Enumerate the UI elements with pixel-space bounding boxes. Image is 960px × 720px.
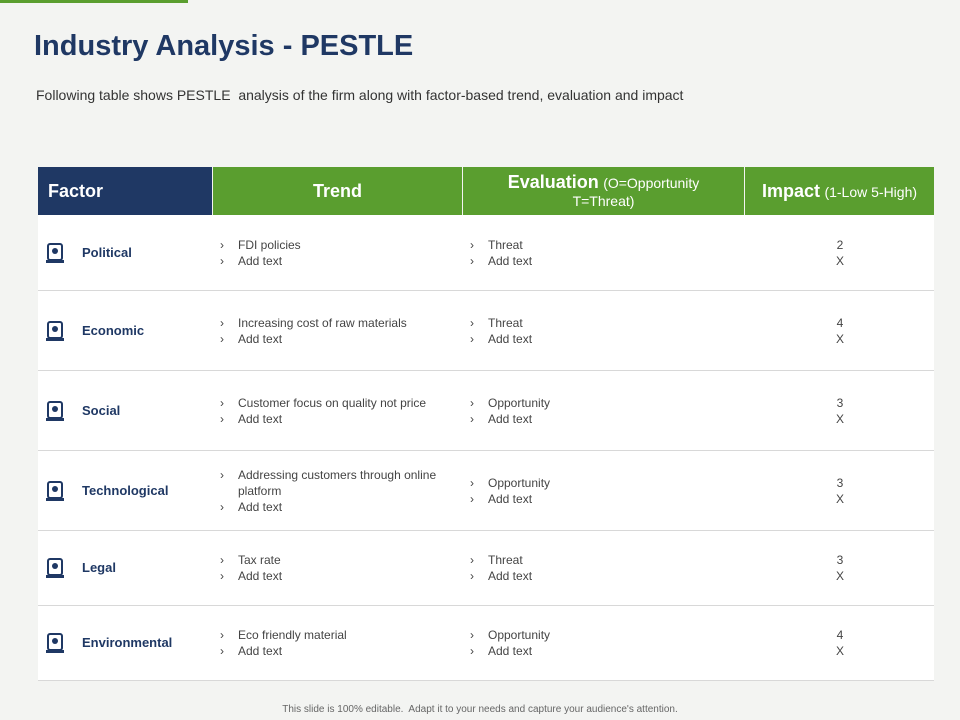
trend-item: Add text [218, 568, 450, 584]
trend-item: Add text [218, 253, 450, 269]
trend-item: FDI policies [218, 237, 450, 253]
trend-item: Add text [218, 499, 450, 515]
factor-icon [46, 242, 64, 263]
evaluation-item: Opportunity [468, 395, 700, 411]
table-row: Economic Increasing cost of raw materials… [38, 291, 934, 371]
impact-item: 3 [836, 395, 844, 410]
header-cell: Factor [38, 167, 212, 215]
trend-cell: Addressing customers through online plat… [218, 451, 468, 530]
factor-cell: Social [38, 371, 212, 450]
evaluation-cell: ThreatAdd text [468, 531, 748, 605]
evaluation-cell: OpportunityAdd text [468, 451, 748, 530]
factor-name: Environmental [82, 635, 173, 650]
header-name: Impact [761, 180, 820, 201]
factor-name: Legal [82, 560, 116, 575]
trend-item: Increasing cost of raw materials [218, 315, 450, 331]
trend-item: Add text [218, 411, 450, 427]
header-cell: Impact (1-Low 5-High) [745, 167, 934, 215]
evaluation-item: Threat [468, 552, 700, 568]
table-row: PoliticalFDI policiesAdd textThreatAdd t… [38, 215, 934, 291]
factor-icon [46, 480, 64, 501]
factor-cell: Technological [38, 451, 212, 530]
evaluation-item: Opportunity [468, 627, 700, 643]
impact-item: X [835, 569, 844, 583]
header-text: Factor [48, 181, 103, 202]
factor-name: Political [82, 244, 132, 260]
header-note: (1-Low 5-High) [824, 183, 918, 200]
header-name: Evaluation [507, 171, 599, 192]
factor-icon [46, 400, 64, 421]
evaluation-cell: OpportunityAdd text [468, 371, 748, 450]
impact-item: X [835, 253, 844, 268]
impact-item: X [835, 411, 844, 426]
title: Industry Analysis - PESTLE [34, 30, 414, 62]
evaluation-item: Threat [468, 237, 700, 253]
accent-bar [0, 0, 188, 3]
trend-cell: Customer focus on quality not priceAdd t… [218, 371, 468, 450]
trend-item: Addressing customers through online plat… [218, 467, 450, 499]
evaluation-item: Add text [468, 491, 700, 507]
factor-name: Economic [82, 322, 145, 338]
trend-cell: FDI policiesAdd text [218, 215, 468, 290]
factor-cell: Political [38, 215, 212, 290]
subtitle: Following table shows PESTLE analysis of… [36, 87, 684, 103]
factor-icon [46, 558, 64, 578]
factor-icon [46, 633, 64, 653]
trend-item: Customer focus on quality not price [218, 395, 450, 411]
evaluation-item: Add text [468, 331, 700, 347]
evaluation-item: Add text [468, 643, 700, 659]
factor-icon [46, 320, 64, 341]
factor-name: Social [82, 402, 121, 418]
header-note: (O=Opportunity T=Threat) [572, 174, 700, 209]
trend-cell: Tax rateAdd text [218, 531, 468, 605]
table-row: Social Customer focus on quality not pric… [38, 371, 934, 451]
impact-item: 2 [836, 237, 844, 252]
header-cell: Trend [213, 167, 462, 215]
factor-cell: Legal [38, 531, 212, 605]
impact-item: X [835, 331, 844, 346]
factor-cell: Economic [38, 291, 212, 370]
impact-item: 3 [836, 475, 844, 490]
footer: This slide is 100% editable. Adapt it to… [282, 704, 678, 715]
factor-name: Technological [82, 482, 169, 498]
impact-item: X [835, 644, 844, 658]
trend-cell: Increasing cost of raw materialsAdd text [218, 291, 468, 370]
evaluation-cell: OpportunityAdd text [468, 606, 748, 680]
header-cell: Evaluation (O=Opportunity T=Threat) [463, 167, 744, 215]
evaluation-cell: ThreatAdd text [468, 215, 748, 290]
trend-item: Add text [218, 643, 450, 659]
header-text: Evaluation (O=Opportunity T=Threat) [484, 172, 724, 211]
evaluation-item: Add text [468, 568, 700, 584]
trend-cell: Eco friendly materialAdd text [218, 606, 468, 680]
header-text: Impact (1-Low 5-High) [762, 181, 917, 202]
trend-item: Tax rate [218, 552, 450, 568]
impact-item: X [835, 491, 844, 506]
impact-item: 3 [836, 553, 844, 567]
impact-item: 4 [836, 315, 844, 330]
evaluation-item: Threat [468, 315, 700, 331]
header-name: Factor [48, 180, 104, 201]
factor-cell: Environmental [38, 606, 212, 680]
evaluation-item: Opportunity [468, 475, 700, 491]
table-row: EnvironmentalEco friendly materialAdd te… [38, 606, 934, 681]
evaluation-cell: ThreatAdd text [468, 291, 748, 370]
header-name: Trend [312, 180, 362, 201]
header-text: Trend [313, 181, 362, 202]
evaluation-item: Add text [468, 411, 700, 427]
trend-item: Eco friendly material [218, 627, 450, 643]
impact-item: 4 [836, 628, 844, 642]
table-row: Technological Addressing customers throug… [38, 451, 934, 531]
evaluation-item: Add text [468, 253, 700, 269]
trend-item: Add text [218, 331, 450, 347]
